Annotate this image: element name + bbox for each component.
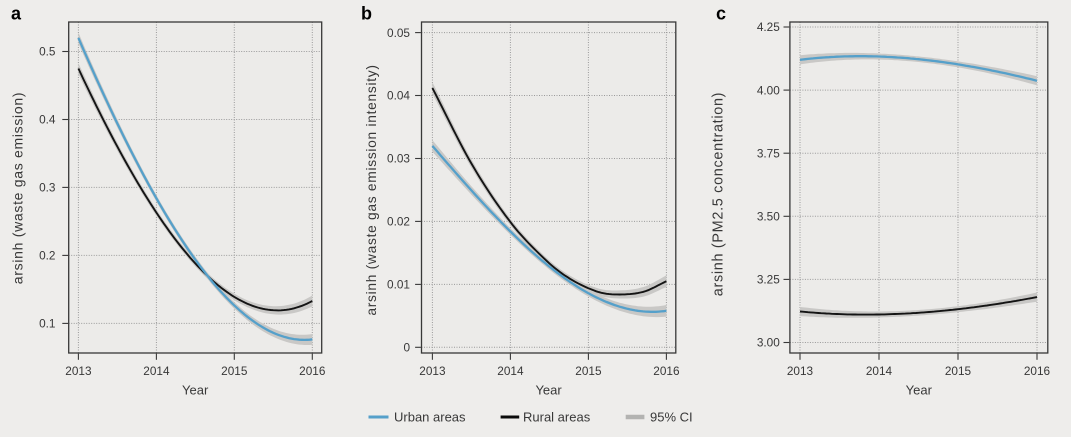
svg-text:2015: 2015 <box>221 364 248 378</box>
svg-text:0.2: 0.2 <box>39 249 55 263</box>
svg-text:4.25: 4.25 <box>757 20 780 34</box>
svg-text:2013: 2013 <box>419 364 446 378</box>
svg-text:arsinh (waste gas emission): arsinh (waste gas emission) <box>9 92 25 284</box>
svg-text:2014: 2014 <box>497 364 524 378</box>
svg-text:2015: 2015 <box>575 364 602 378</box>
svg-text:0.5: 0.5 <box>39 45 56 59</box>
svg-text:2016: 2016 <box>1024 364 1051 378</box>
svg-text:0.4: 0.4 <box>39 113 56 127</box>
svg-text:0.03: 0.03 <box>387 152 410 166</box>
svg-text:3.75: 3.75 <box>757 146 780 160</box>
svg-text:2014: 2014 <box>866 364 893 378</box>
svg-text:3.50: 3.50 <box>757 210 780 224</box>
svg-text:2016: 2016 <box>299 364 326 378</box>
svg-text:95% CI: 95% CI <box>650 410 693 425</box>
svg-text:Rural areas: Rural areas <box>523 410 591 425</box>
svg-text:0.3: 0.3 <box>39 181 56 195</box>
svg-text:2013: 2013 <box>787 364 814 378</box>
svg-text:a: a <box>11 4 22 24</box>
svg-text:3.25: 3.25 <box>757 273 780 287</box>
svg-text:Urban areas: Urban areas <box>394 410 466 425</box>
svg-text:0: 0 <box>403 341 410 355</box>
svg-text:2016: 2016 <box>653 364 680 378</box>
svg-text:Year: Year <box>906 383 933 398</box>
svg-text:b: b <box>361 4 372 24</box>
svg-text:4.00: 4.00 <box>757 83 780 97</box>
svg-text:0.05: 0.05 <box>387 26 410 40</box>
svg-text:0.02: 0.02 <box>387 215 410 229</box>
svg-text:0.01: 0.01 <box>387 278 410 292</box>
svg-text:c: c <box>716 4 726 24</box>
svg-text:3.00: 3.00 <box>757 336 780 350</box>
svg-text:2013: 2013 <box>65 364 92 378</box>
svg-text:arsinh (waste gas emission int: arsinh (waste gas emission intensity) <box>364 64 379 315</box>
svg-text:Year: Year <box>182 383 209 398</box>
svg-text:0.04: 0.04 <box>387 89 410 103</box>
svg-text:0.1: 0.1 <box>39 317 55 331</box>
svg-text:arsinh (PM2.5 concentration): arsinh (PM2.5 concentration) <box>711 92 727 296</box>
svg-text:2014: 2014 <box>143 364 170 378</box>
svg-text:Year: Year <box>535 383 562 398</box>
svg-text:2015: 2015 <box>945 364 972 378</box>
